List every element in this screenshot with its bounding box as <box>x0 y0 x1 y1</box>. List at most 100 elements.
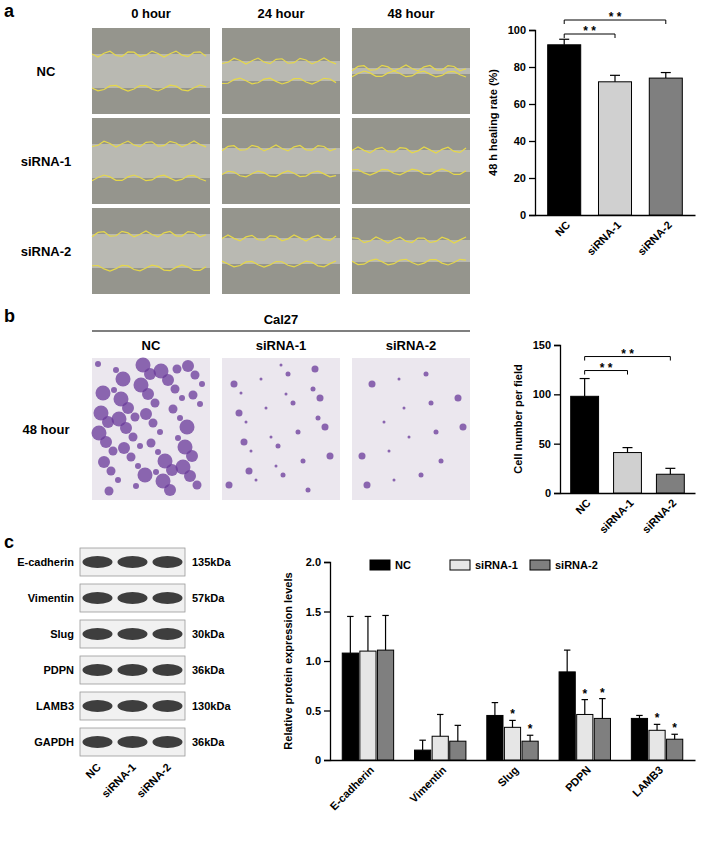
wound-image <box>92 118 210 204</box>
y-tick: 40 <box>514 135 535 147</box>
row-label: siRNA-2 <box>21 244 72 259</box>
y-tick: 50 <box>539 438 560 450</box>
x-tick-label: siRNA-1 <box>584 219 623 258</box>
cell-stain <box>133 483 139 489</box>
wound-edge <box>222 171 336 177</box>
cell-stain <box>260 378 263 381</box>
error-bar-stem <box>385 615 386 650</box>
x-axis: E-cadherinVimentinSlugPDPNLAMB3 <box>327 761 695 813</box>
error-bar-stem <box>584 379 585 397</box>
image-frame <box>92 118 210 204</box>
error-bar-cap <box>455 725 461 726</box>
lane-label: NC <box>83 761 103 781</box>
y-tick: 20 <box>514 172 535 184</box>
error-bar <box>610 75 620 81</box>
cell-stain <box>136 358 151 373</box>
blot-strip <box>80 584 185 612</box>
bar <box>487 715 503 760</box>
error-bar-stem <box>350 616 351 653</box>
protein-label: PDPN <box>43 664 74 676</box>
y-tick-label: 1.5 <box>306 606 321 618</box>
annotations: * ** * <box>585 347 671 375</box>
panel-label: c <box>4 532 14 552</box>
blot-band <box>153 736 183 748</box>
blot-frame <box>80 656 185 684</box>
wound-edge <box>352 237 466 243</box>
y-tick-label: 1.0 <box>306 655 321 667</box>
cell-stain <box>424 372 429 377</box>
bar <box>522 741 538 760</box>
y-tick-mark <box>554 394 560 395</box>
cell-stain <box>316 416 321 421</box>
y-axis: 020406080100 <box>508 24 536 221</box>
x-axis: NCsiRNA-1siRNA-2 <box>561 494 696 536</box>
cell-stain <box>134 378 149 393</box>
x-axis: NCsiRNA-1siRNA-2 <box>536 216 696 258</box>
cell-stain <box>419 473 424 478</box>
error-bar-stem <box>512 720 513 727</box>
significance-label: * * <box>583 24 596 38</box>
cell-stain <box>137 443 143 449</box>
x-tick-label: siRNA-1 <box>597 497 636 536</box>
cell-stain <box>236 410 243 417</box>
significance-label: * <box>600 686 605 700</box>
image-frame <box>222 118 340 204</box>
y-tick: 150 <box>533 339 560 351</box>
cell-stain <box>429 401 434 406</box>
significance-label: * <box>655 711 660 725</box>
x-tick-label: siRNA-2 <box>640 497 679 536</box>
error-bar-cap <box>492 702 498 703</box>
error-bar <box>419 740 425 750</box>
row-label: 48 hour <box>23 422 70 437</box>
error-bar-stem <box>670 468 671 474</box>
size-label: 57kDa <box>192 592 225 604</box>
y-axis-title: Cell number per field <box>512 364 524 473</box>
error-bar-cap <box>347 616 353 617</box>
x-tick: LAMB3 <box>630 764 665 799</box>
blot-band <box>118 664 148 676</box>
cell-stain <box>179 395 185 401</box>
cell-stain <box>281 473 286 478</box>
wound-gap <box>222 148 340 174</box>
wound-image <box>352 208 470 294</box>
blot-band <box>153 556 183 568</box>
error-bar <box>347 616 353 653</box>
cell-stain <box>115 477 121 483</box>
wound-image <box>222 28 340 114</box>
significance-label: * * <box>609 10 622 24</box>
cell-stain <box>149 419 158 428</box>
bar <box>360 651 376 760</box>
cell-stain <box>255 479 258 482</box>
blot-band <box>118 736 148 748</box>
legend-item: siRNA-1 <box>450 559 518 571</box>
column-label: NC <box>142 338 161 353</box>
error-bar-cap <box>382 615 388 616</box>
y-tick-label: 0 <box>315 754 321 766</box>
y-tick-mark <box>529 67 535 68</box>
y-axis-line <box>324 563 331 761</box>
blot-strip <box>80 656 185 684</box>
x-tick-label: Slug <box>495 764 520 789</box>
annotations: ****** <box>510 686 677 737</box>
wound-edge <box>352 169 466 175</box>
x-tick: siRNA-2 <box>640 497 679 536</box>
bar <box>342 653 358 760</box>
wound-image <box>352 118 470 204</box>
y-tick-label: 150 <box>533 339 551 351</box>
x-tick: NC <box>553 219 573 239</box>
legend-swatch <box>450 560 470 570</box>
chart: 020406080100NCsiRNA-1siRNA-248 h healing… <box>487 10 696 257</box>
bar <box>656 474 684 493</box>
error-bar <box>382 615 388 650</box>
error-bar-cap <box>623 447 633 448</box>
image-group-title: Cal27 <box>264 312 299 327</box>
error-bar-cap <box>580 378 590 379</box>
bar <box>631 718 647 760</box>
blot-frame <box>80 620 185 648</box>
cell-stain <box>107 467 116 476</box>
error-bar-stem <box>367 616 368 651</box>
error-bar-stem <box>584 700 585 715</box>
y-tick: 0 <box>545 487 560 499</box>
blot-frame <box>80 692 185 720</box>
wound-gap <box>352 240 470 262</box>
